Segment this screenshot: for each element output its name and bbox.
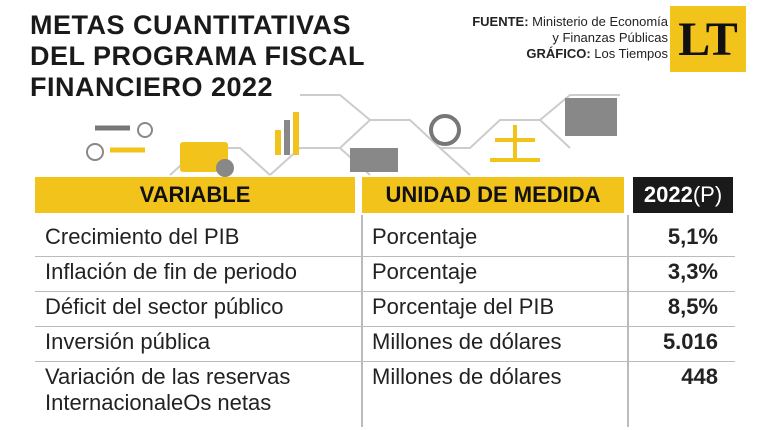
unit: Millones de dólares bbox=[372, 329, 562, 354]
value: 5.016 bbox=[662, 329, 718, 354]
unit: Millones de dólares bbox=[372, 364, 562, 389]
variable: Crecimiento del PIB bbox=[45, 224, 240, 249]
year-note: (P) bbox=[692, 182, 723, 207]
unit: Porcentaje del PIB bbox=[372, 294, 555, 319]
column-header: UNIDAD DE MEDIDA bbox=[362, 177, 624, 213]
title: METAS CUANTITATIVAS DEL PROGRAMA FISCAL … bbox=[30, 10, 365, 103]
row-divider bbox=[35, 291, 735, 292]
source-text: Ministerio de Economía bbox=[532, 14, 668, 29]
variable: Variación de las reservas Internacionale… bbox=[45, 364, 291, 415]
row-divider bbox=[35, 326, 735, 327]
value: 448 bbox=[681, 364, 718, 389]
source-text: y Finanzas Públicas bbox=[552, 30, 668, 45]
logo: LT bbox=[670, 6, 746, 72]
value: 8,5% bbox=[667, 294, 718, 319]
credit-label: GRÁFICO: bbox=[526, 46, 591, 61]
unit: Porcentaje bbox=[372, 224, 478, 249]
source-label: FUENTE: bbox=[472, 14, 529, 29]
variable: Déficit del sector público bbox=[45, 294, 284, 319]
row-divider bbox=[35, 361, 735, 362]
title-line: FINANCIERO 2022 bbox=[30, 72, 274, 102]
column-divider bbox=[361, 215, 363, 427]
year: 2022 bbox=[643, 182, 693, 207]
credit-text: Los Tiempos bbox=[594, 46, 668, 61]
variable: Inflación de fin de periodo bbox=[45, 259, 297, 284]
unit: Porcentaje bbox=[372, 259, 478, 284]
value: 3,3% bbox=[667, 259, 718, 284]
decor bbox=[86, 94, 620, 177]
column-divider bbox=[627, 215, 629, 427]
row-divider bbox=[35, 256, 735, 257]
title-line: DEL PROGRAMA FISCAL bbox=[30, 41, 366, 71]
column-header: 2022 (P) bbox=[633, 177, 733, 213]
value: 5,1% bbox=[667, 224, 718, 249]
variable: Inversión pública bbox=[45, 329, 211, 354]
title-line: METAS CUANTITATIVAS bbox=[30, 10, 351, 40]
column-header: VARIABLE bbox=[35, 177, 355, 213]
source: FUENTE: Ministerio de Economía y Finanza… bbox=[472, 14, 668, 62]
